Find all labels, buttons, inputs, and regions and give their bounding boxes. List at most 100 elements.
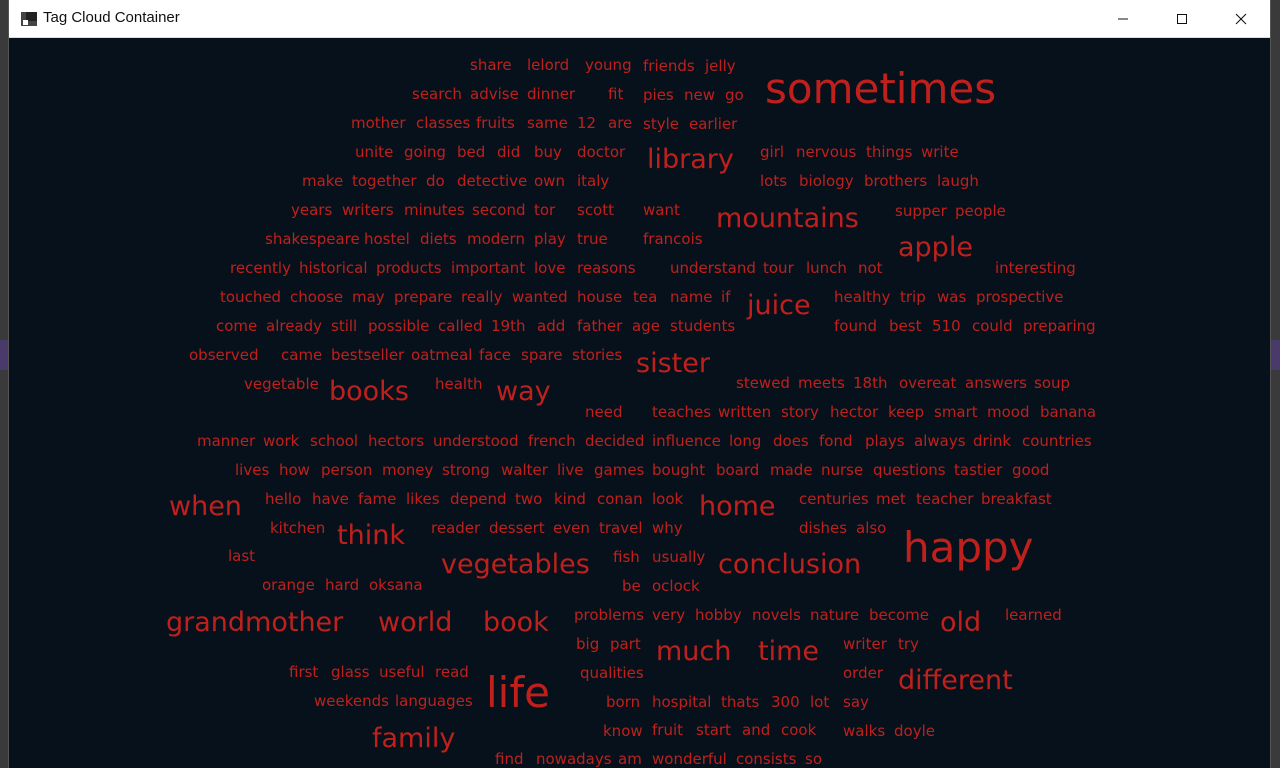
tag-oclock[interactable]: oclock: [652, 577, 700, 595]
tag-detective[interactable]: detective: [457, 172, 528, 190]
tag-friends[interactable]: friends: [643, 57, 695, 75]
tag-interesting[interactable]: interesting: [995, 259, 1076, 277]
tag-work[interactable]: work: [263, 432, 300, 450]
tag-share[interactable]: share: [470, 56, 512, 74]
tag-way[interactable]: way: [496, 376, 551, 407]
tag-languages[interactable]: languages: [395, 692, 473, 710]
tag-person[interactable]: person: [321, 461, 373, 479]
tag-be[interactable]: be: [622, 577, 641, 595]
tag-nurse[interactable]: nurse: [821, 461, 864, 479]
tag-start[interactable]: start: [696, 721, 731, 739]
tag-bestseller[interactable]: bestseller: [331, 346, 405, 364]
tag-add[interactable]: add: [537, 317, 566, 335]
tag-even[interactable]: even: [553, 519, 590, 537]
tag-was[interactable]: was: [937, 288, 967, 306]
tag-big[interactable]: big: [576, 635, 600, 653]
tag-stories[interactable]: stories: [572, 346, 623, 364]
tag-lot[interactable]: lot: [810, 693, 830, 711]
tag-students[interactable]: students: [670, 317, 736, 335]
tag-learned[interactable]: learned: [1005, 606, 1062, 624]
tag-prepare[interactable]: prepare: [394, 288, 453, 306]
tag-did[interactable]: did: [497, 143, 521, 161]
tag-young[interactable]: young: [585, 56, 632, 74]
tag-preparing[interactable]: preparing: [1023, 317, 1096, 335]
tag-19th[interactable]: 19th: [491, 317, 526, 335]
tag-qualities[interactable]: qualities: [580, 664, 644, 682]
tag-nature[interactable]: nature: [810, 606, 860, 624]
tag-minutes[interactable]: minutes: [404, 201, 465, 219]
maximize-button[interactable]: [1153, 0, 1211, 37]
tag-francois[interactable]: francois: [643, 230, 703, 248]
tag-hobby[interactable]: hobby: [695, 606, 742, 624]
tag-find[interactable]: find: [495, 750, 524, 768]
tag-vegetable[interactable]: vegetable: [244, 375, 319, 393]
tag-made[interactable]: made: [770, 461, 813, 479]
tag-tor[interactable]: tor: [534, 201, 556, 219]
minimize-button[interactable]: [1094, 0, 1152, 37]
tag-spare[interactable]: spare: [521, 346, 563, 364]
tag-weekends[interactable]: weekends: [314, 692, 389, 710]
tag-classes[interactable]: classes: [416, 114, 471, 132]
tag-writers[interactable]: writers: [342, 201, 394, 219]
tag-stewed[interactable]: stewed: [736, 374, 790, 392]
tag-tea[interactable]: tea: [633, 288, 658, 306]
tag-doctor[interactable]: doctor: [577, 143, 626, 161]
tag-conclusion[interactable]: conclusion: [718, 549, 862, 580]
tag-already[interactable]: already: [266, 317, 323, 335]
tag-earlier[interactable]: earlier: [689, 115, 738, 133]
tag-so[interactable]: so: [805, 750, 822, 768]
tag-italy[interactable]: italy: [577, 172, 610, 190]
tag-want[interactable]: want: [643, 201, 680, 219]
tag-need[interactable]: need: [585, 403, 623, 421]
tag-may[interactable]: may: [352, 288, 385, 306]
tag-writer[interactable]: writer: [843, 635, 887, 653]
tag-hospital[interactable]: hospital: [652, 693, 712, 711]
tag-say[interactable]: say: [843, 693, 869, 711]
tag-tour[interactable]: tour: [763, 259, 794, 277]
tag-walter[interactable]: walter: [501, 461, 548, 479]
tag-together[interactable]: together: [352, 172, 417, 190]
tag-name[interactable]: name: [670, 288, 713, 306]
tag-part[interactable]: part: [610, 635, 641, 653]
tag-oatmeal[interactable]: oatmeal: [411, 346, 473, 364]
tag-if[interactable]: if: [721, 288, 731, 306]
tag-met[interactable]: met: [876, 490, 906, 508]
tag-years[interactable]: years: [291, 201, 333, 219]
tag-oksana[interactable]: oksana: [369, 576, 423, 594]
tag-shakespeare[interactable]: shakespeare: [265, 230, 360, 248]
tag-and[interactable]: and: [742, 721, 771, 739]
tag-are[interactable]: are: [608, 114, 633, 132]
tag-kind[interactable]: kind: [554, 490, 586, 508]
tag-brothers[interactable]: brothers: [864, 172, 928, 190]
tag-questions[interactable]: questions: [873, 461, 946, 479]
tag-life[interactable]: life: [486, 668, 550, 717]
tag-vegetables[interactable]: vegetables: [441, 549, 590, 580]
tag-travel[interactable]: travel: [599, 519, 643, 537]
tag-doyle[interactable]: doyle: [894, 722, 935, 740]
tag-time[interactable]: time: [758, 636, 820, 667]
tag-books[interactable]: books: [329, 376, 409, 407]
tag-advise[interactable]: advise: [470, 85, 519, 103]
tag-own[interactable]: own: [534, 172, 565, 190]
tag-true[interactable]: true: [577, 230, 608, 248]
tag-does[interactable]: does: [773, 432, 809, 450]
tag-things[interactable]: things: [866, 143, 913, 161]
tag-conan[interactable]: conan: [597, 490, 643, 508]
tag-much[interactable]: much: [656, 636, 732, 667]
tag-live[interactable]: live: [557, 461, 584, 479]
tag-french[interactable]: french: [528, 432, 576, 450]
tag-look[interactable]: look: [652, 490, 684, 508]
tag-called[interactable]: called: [438, 317, 483, 335]
tag-diets[interactable]: diets: [420, 230, 457, 248]
tag-reader[interactable]: reader: [431, 519, 481, 537]
tag-father[interactable]: father: [577, 317, 623, 335]
tag-hectors[interactable]: hectors: [368, 432, 425, 450]
tag-juice[interactable]: juice: [747, 290, 811, 321]
tag-manner[interactable]: manner: [197, 432, 256, 450]
tag-historical[interactable]: historical: [299, 259, 368, 277]
tag-really[interactable]: really: [461, 288, 503, 306]
tag-games[interactable]: games: [594, 461, 645, 479]
tag-wanted[interactable]: wanted: [512, 288, 568, 306]
tag-lives[interactable]: lives: [235, 461, 270, 479]
tag-have[interactable]: have: [312, 490, 349, 508]
